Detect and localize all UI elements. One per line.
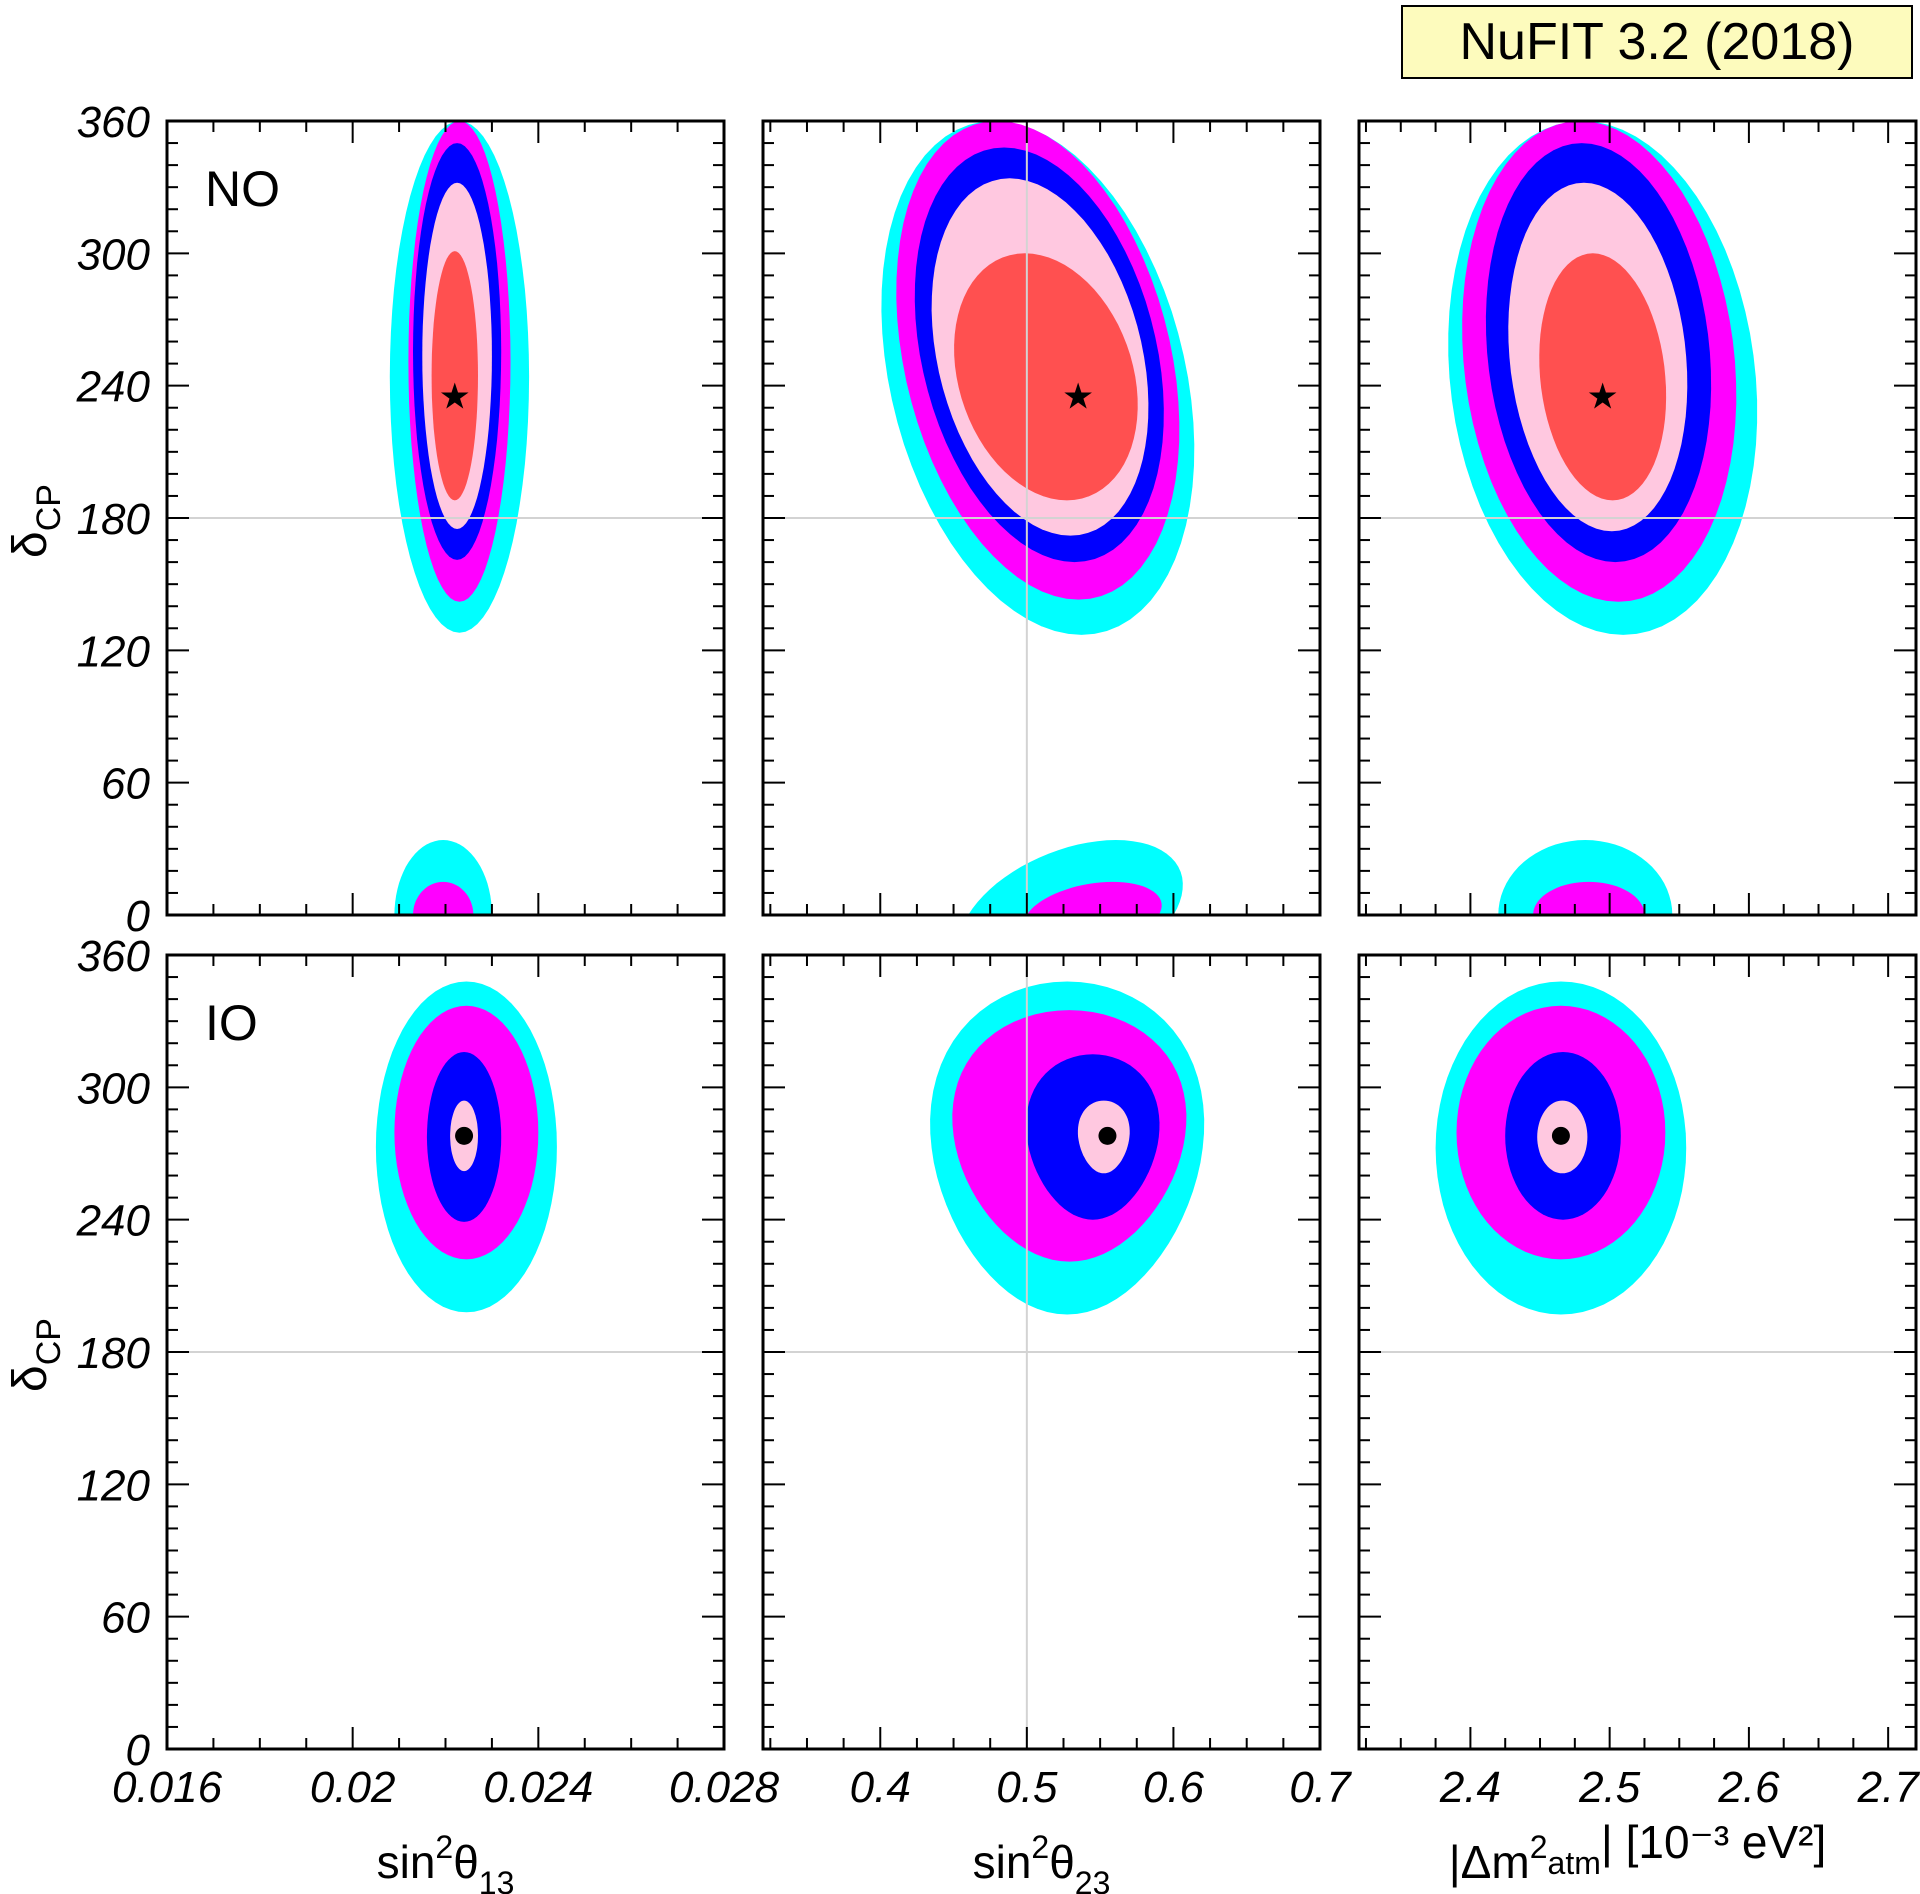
panel-io-3-regions (1359, 981, 1916, 1353)
version-badge: NuFIT 3.2 (2018) (1401, 5, 1913, 79)
panel-io-2-regions (763, 955, 1320, 1749)
panel-no-1-regions (167, 121, 724, 915)
best-fit-star-icon: ★ (1062, 376, 1094, 417)
x-tick-label: 2.4 (1439, 1763, 1501, 1812)
y-tick-label: 240 (76, 1197, 151, 1246)
y-tick-label: 0 (126, 892, 151, 941)
x-tick-label: 0.6 (1143, 1763, 1205, 1812)
x-tick-label: 0.4 (850, 1763, 911, 1812)
y-tick-label: 180 (77, 495, 151, 544)
lobe-4sigma (1533, 881, 1645, 915)
x-tick-label: 0.5 (996, 1763, 1058, 1812)
panel-no-2-regions (763, 121, 1320, 915)
y-tick-label: 240 (76, 363, 151, 412)
region-1sigma (954, 253, 1138, 501)
x-tick-label: 2.5 (1578, 1763, 1641, 1812)
region-1sigma (1539, 253, 1667, 501)
panel-no-3-regions (1359, 121, 1916, 915)
x-tick-label: 0.02 (310, 1763, 396, 1812)
x-axis-title: |Δm2atm| [10⁻³ eV²] (1449, 1816, 1827, 1888)
x-axis-title: sin2θ23 (973, 1829, 1111, 1894)
y-tick-label: 360 (77, 98, 151, 147)
x-tick-label: 0.028 (669, 1763, 780, 1812)
best-fit-dot-icon (1098, 1126, 1117, 1145)
x-tick-label: 2.7 (1857, 1763, 1920, 1812)
best-fit-star-icon: ★ (1587, 376, 1619, 417)
best-fit-dot-icon (1551, 1126, 1570, 1145)
y-tick-label: 180 (77, 1329, 151, 1378)
y-tick-label: 60 (101, 760, 150, 809)
ordering-label: IO (205, 995, 258, 1051)
y-tick-label: 120 (77, 1461, 151, 1510)
y-tick-label: 0 (126, 1726, 151, 1775)
y-tick-label: 60 (101, 1594, 150, 1643)
lobe-4sigma (413, 881, 474, 915)
x-tick-label: 2.6 (1717, 1763, 1780, 1812)
y-tick-label: 300 (77, 230, 151, 279)
y-tick-label: 300 (77, 1064, 151, 1113)
y-axis-title: δCP (4, 484, 68, 558)
y-tick-label: 120 (77, 627, 151, 676)
best-fit-dot-icon (455, 1126, 474, 1145)
x-axis-title: sin2θ13 (377, 1829, 515, 1894)
y-axis-title: δCP (4, 1318, 68, 1392)
y-tick-label: 360 (77, 932, 151, 981)
best-fit-star-icon: ★ (439, 376, 471, 417)
x-tick-label: 0.7 (1289, 1763, 1352, 1812)
ordering-label: NO (205, 161, 280, 217)
region-1sigma (431, 251, 478, 501)
x-tick-label: 0.016 (112, 1763, 223, 1812)
lobe-4sigma (1026, 881, 1162, 915)
x-tick-label: 0.024 (483, 1763, 593, 1812)
